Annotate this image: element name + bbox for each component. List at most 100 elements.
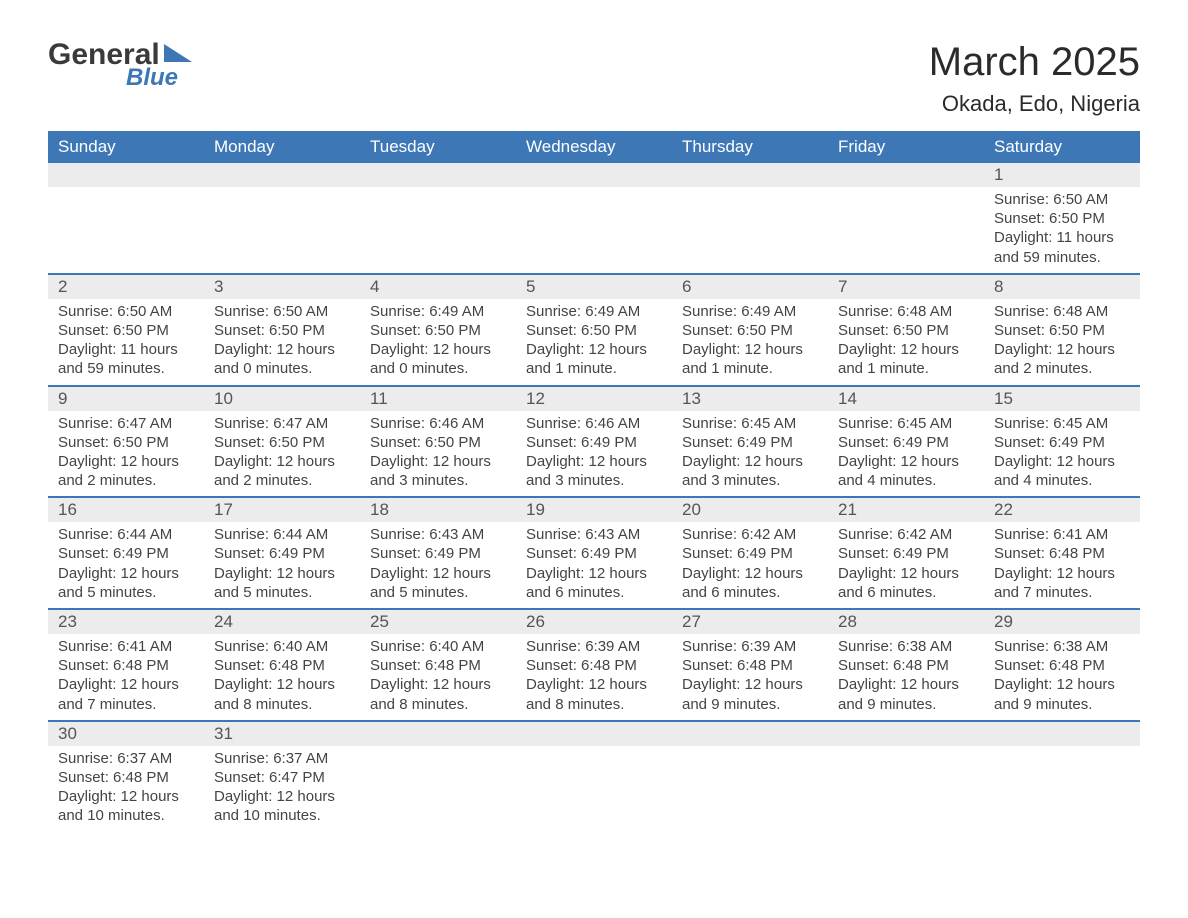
sunset-text: Sunset: 6:50 PM (58, 321, 194, 340)
daylight-text: Daylight: 12 hours and 1 minute. (526, 340, 662, 378)
day-number-cell (204, 163, 360, 187)
sunrise-text: Sunrise: 6:41 AM (994, 525, 1130, 544)
title-block: March 2025 Okada, Edo, Nigeria (929, 40, 1140, 117)
day-detail-cell: Sunrise: 6:47 AMSunset: 6:50 PMDaylight:… (204, 411, 360, 498)
sunset-text: Sunset: 6:48 PM (682, 656, 818, 675)
day-number-row: 23242526272829 (48, 609, 1140, 634)
day-detail-cell: Sunrise: 6:38 AMSunset: 6:48 PMDaylight:… (984, 634, 1140, 721)
weekday-header: Saturday (984, 131, 1140, 163)
sunset-text: Sunset: 6:49 PM (838, 544, 974, 563)
page-header: General Blue March 2025 Okada, Edo, Nige… (48, 40, 1140, 117)
day-detail-row: Sunrise: 6:44 AMSunset: 6:49 PMDaylight:… (48, 522, 1140, 609)
day-detail-row: Sunrise: 6:50 AMSunset: 6:50 PMDaylight:… (48, 299, 1140, 386)
day-detail-cell (672, 746, 828, 832)
daylight-text: Daylight: 12 hours and 2 minutes. (994, 340, 1130, 378)
day-detail-row: Sunrise: 6:37 AM Sunset: 6:48 PM Daylight:… (48, 746, 1140, 832)
day-number-cell: 20 (672, 497, 828, 522)
day-number-cell: 6 (672, 274, 828, 299)
sunset-text: Sunset: 6:48 PM (994, 656, 1130, 675)
day-detail-cell: Sunrise: 6:49 AMSunset: 6:50 PMDaylight:… (360, 299, 516, 386)
sunrise-text: Sunrise: 6:42 AM (682, 525, 818, 544)
day-number: 9 (58, 389, 67, 408)
sunrise-text: Sunrise: 6:43 AM (526, 525, 662, 544)
day-number: 3 (214, 277, 223, 296)
daylight-text: Daylight: 12 hours and 0 minutes. (214, 340, 350, 378)
day-number: 22 (994, 500, 1013, 519)
sunrise-text: Sunrise: 6:37 AM (214, 749, 350, 768)
daylight-text: Daylight: 12 hours and 3 minutes. (370, 452, 506, 490)
day-number-cell: 1 (984, 163, 1140, 187)
sunrise-text: Sunrise: 6:48 AM (994, 302, 1130, 321)
day-detail-cell: Sunrise: 6:44 AMSunset: 6:49 PMDaylight:… (204, 522, 360, 609)
sunrise-text: Sunrise: 6:45 AM (994, 414, 1130, 433)
day-number-cell: 11 (360, 386, 516, 411)
day-number: 14 (838, 389, 857, 408)
day-detail-cell: Sunrise: 6:37 AMSunset: 6:47 PMDaylight:… (204, 746, 360, 832)
day-number-row: 3031 (48, 721, 1140, 746)
day-number-cell: 10 (204, 386, 360, 411)
day-number: 6 (682, 277, 691, 296)
sunset-text: Sunset: 6:50 PM (682, 321, 818, 340)
sunrise-text: Sunrise: 6:49 AM (370, 302, 506, 321)
weekday-header: Thursday (672, 131, 828, 163)
daylight-text: Daylight: 12 hours and 7 minutes. (994, 564, 1130, 602)
day-number-row: 9101112131415 (48, 386, 1140, 411)
sunrise-text: Sunrise: 6:50 AM (994, 190, 1130, 209)
daylight-text: Daylight: 12 hours and 2 minutes. (58, 452, 194, 490)
day-number-cell: 5 (516, 274, 672, 299)
sunset-text: Sunset: 6:50 PM (214, 321, 350, 340)
day-number-cell: 12 (516, 386, 672, 411)
daylight-text: Daylight: 12 hours and 9 minutes. (994, 675, 1130, 713)
day-detail-cell: Sunrise: 6:45 AMSunset: 6:49 PMDaylight:… (672, 411, 828, 498)
day-detail-cell: Sunrise: 6:43 AMSunset: 6:49 PMDaylight:… (360, 522, 516, 609)
day-number: 21 (838, 500, 857, 519)
day-number-cell: 25 (360, 609, 516, 634)
day-detail-cell: Sunrise: 6:45 AMSunset: 6:49 PMDaylight:… (828, 411, 984, 498)
day-detail-cell (984, 746, 1140, 832)
daylight-text: Daylight: 12 hours and 1 minute. (838, 340, 974, 378)
day-detail-row: Sunrise: 6:47 AMSunset: 6:50 PMDaylight:… (48, 411, 1140, 498)
daylight-text: Daylight: 12 hours and 6 minutes. (526, 564, 662, 602)
sunrise-text: Sunrise: 6:38 AM (994, 637, 1130, 656)
brand-line2: Blue (126, 66, 192, 90)
daylight-text: Daylight: 12 hours and 5 minutes. (370, 564, 506, 602)
day-detail-cell (360, 746, 516, 832)
sunset-text: Sunset: 6:49 PM (682, 544, 818, 563)
sunset-text: Sunset: 6:47 PM (214, 768, 350, 787)
day-number: 4 (370, 277, 379, 296)
sunset-text: Sunset: 6:50 PM (526, 321, 662, 340)
day-number: 26 (526, 612, 545, 631)
location-subtitle: Okada, Edo, Nigeria (929, 91, 1140, 117)
daylight-text: Daylight: 12 hours and 10 minutes. (214, 787, 350, 825)
day-number-cell (360, 163, 516, 187)
day-detail-cell: Sunrise: 6:49 AMSunset: 6:50 PMDaylight:… (672, 299, 828, 386)
day-number: 18 (370, 500, 389, 519)
sunrise-text: Sunrise: 6:46 AM (526, 414, 662, 433)
sunset-text: Sunset: 6:48 PM (58, 768, 194, 787)
day-number-cell: 24 (204, 609, 360, 634)
day-detail-cell: Sunrise: 6:50 AMSunset: 6:50 PMDaylight:… (48, 299, 204, 386)
daylight-text: Daylight: 12 hours and 9 minutes. (682, 675, 818, 713)
sunset-text: Sunset: 6:50 PM (838, 321, 974, 340)
day-detail-cell: Sunrise: 6:42 AMSunset: 6:49 PMDaylight:… (672, 522, 828, 609)
sunrise-text: Sunrise: 6:45 AM (682, 414, 818, 433)
day-number: 16 (58, 500, 77, 519)
daylight-text: Daylight: 12 hours and 8 minutes. (526, 675, 662, 713)
daylight-text: Daylight: 12 hours and 1 minute. (682, 340, 818, 378)
day-number-cell (516, 163, 672, 187)
day-number-cell: 9 (48, 386, 204, 411)
day-number-cell: 15 (984, 386, 1140, 411)
sunset-text: Sunset: 6:49 PM (214, 544, 350, 563)
sunset-text: Sunset: 6:49 PM (526, 433, 662, 452)
day-detail-cell: Sunrise: 6:46 AMSunset: 6:49 PMDaylight:… (516, 411, 672, 498)
day-detail-cell (828, 746, 984, 832)
sunrise-text: Sunrise: 6:50 AM (58, 302, 194, 321)
day-number: 29 (994, 612, 1013, 631)
day-number: 23 (58, 612, 77, 631)
day-detail-cell (516, 746, 672, 832)
day-detail-cell: Sunrise: 6:38 AMSunset: 6:48 PMDaylight:… (828, 634, 984, 721)
sunrise-text: Sunrise: 6:50 AM (214, 302, 350, 321)
day-number-cell: 8 (984, 274, 1140, 299)
sunrise-text: Sunrise: 6:39 AM (526, 637, 662, 656)
day-detail-cell: Sunrise: 6:40 AMSunset: 6:48 PMDaylight:… (360, 634, 516, 721)
